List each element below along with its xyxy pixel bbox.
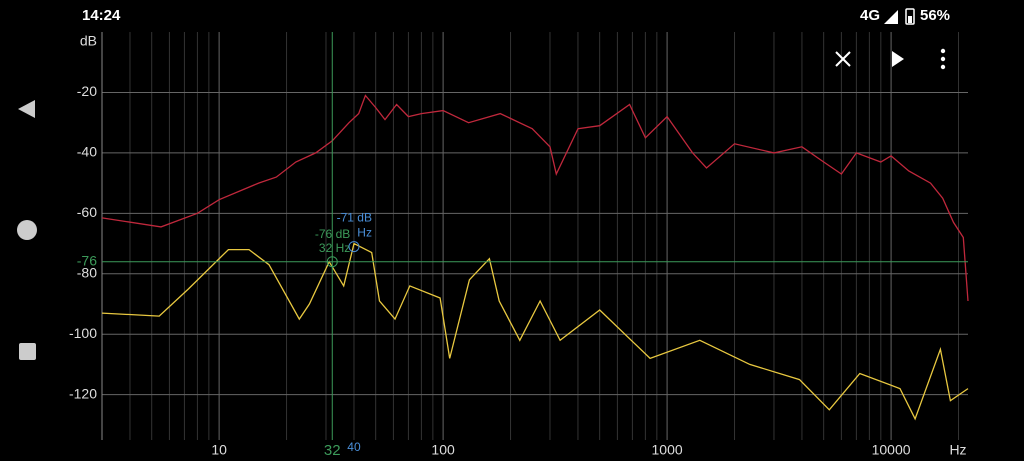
nav-home[interactable]: [17, 220, 37, 240]
cursor-annotation: -76 dB: [315, 227, 350, 241]
signal-icon: [884, 10, 898, 24]
x-tick-label: 10000: [872, 442, 911, 458]
marker-freq-label: 40: [347, 440, 361, 454]
x-tick-label: 1000: [652, 442, 683, 458]
plot: 10 100 1000 10000 -20 -40 -60 -80 -100 -120 Hz dB -7…: [69, 32, 969, 459]
status-network: 4G: [860, 7, 880, 24]
nav-back[interactable]: [18, 100, 35, 118]
x-unit: Hz: [949, 442, 966, 458]
y-tick-label: -20: [77, 83, 97, 99]
cursor-point: [326, 256, 338, 268]
y-unit: dB: [80, 33, 97, 49]
menu-button[interactable]: [940, 48, 946, 70]
marker-annotation: Hz: [357, 226, 372, 240]
x-tick-label: 10: [211, 442, 227, 458]
y-tick-label: -80: [77, 264, 97, 280]
y-tick-label: -120: [69, 385, 97, 401]
cursor-level-label: -76: [77, 252, 97, 268]
play-button[interactable]: [892, 51, 904, 67]
y-tick-label: -100: [69, 325, 97, 341]
spectrum-line: [101, 94, 969, 302]
status-battery: 56%: [920, 7, 950, 24]
close-button[interactable]: [835, 51, 851, 67]
x-tick-label: 100: [431, 442, 455, 458]
battery-icon: [905, 8, 915, 25]
marker-annotation: -71 dB: [337, 211, 372, 225]
y-tick-label: -40: [77, 144, 97, 160]
status-time: 14:24: [82, 7, 121, 24]
marker-point: [348, 241, 360, 253]
cursor-annotation: 32 Hz: [319, 241, 350, 255]
cursor-freq-label: 32: [324, 442, 341, 459]
nav-recents[interactable]: [19, 343, 36, 360]
spectrum-line: [101, 242, 969, 421]
y-tick-label: -60: [77, 204, 97, 220]
battery-level: [908, 16, 912, 23]
